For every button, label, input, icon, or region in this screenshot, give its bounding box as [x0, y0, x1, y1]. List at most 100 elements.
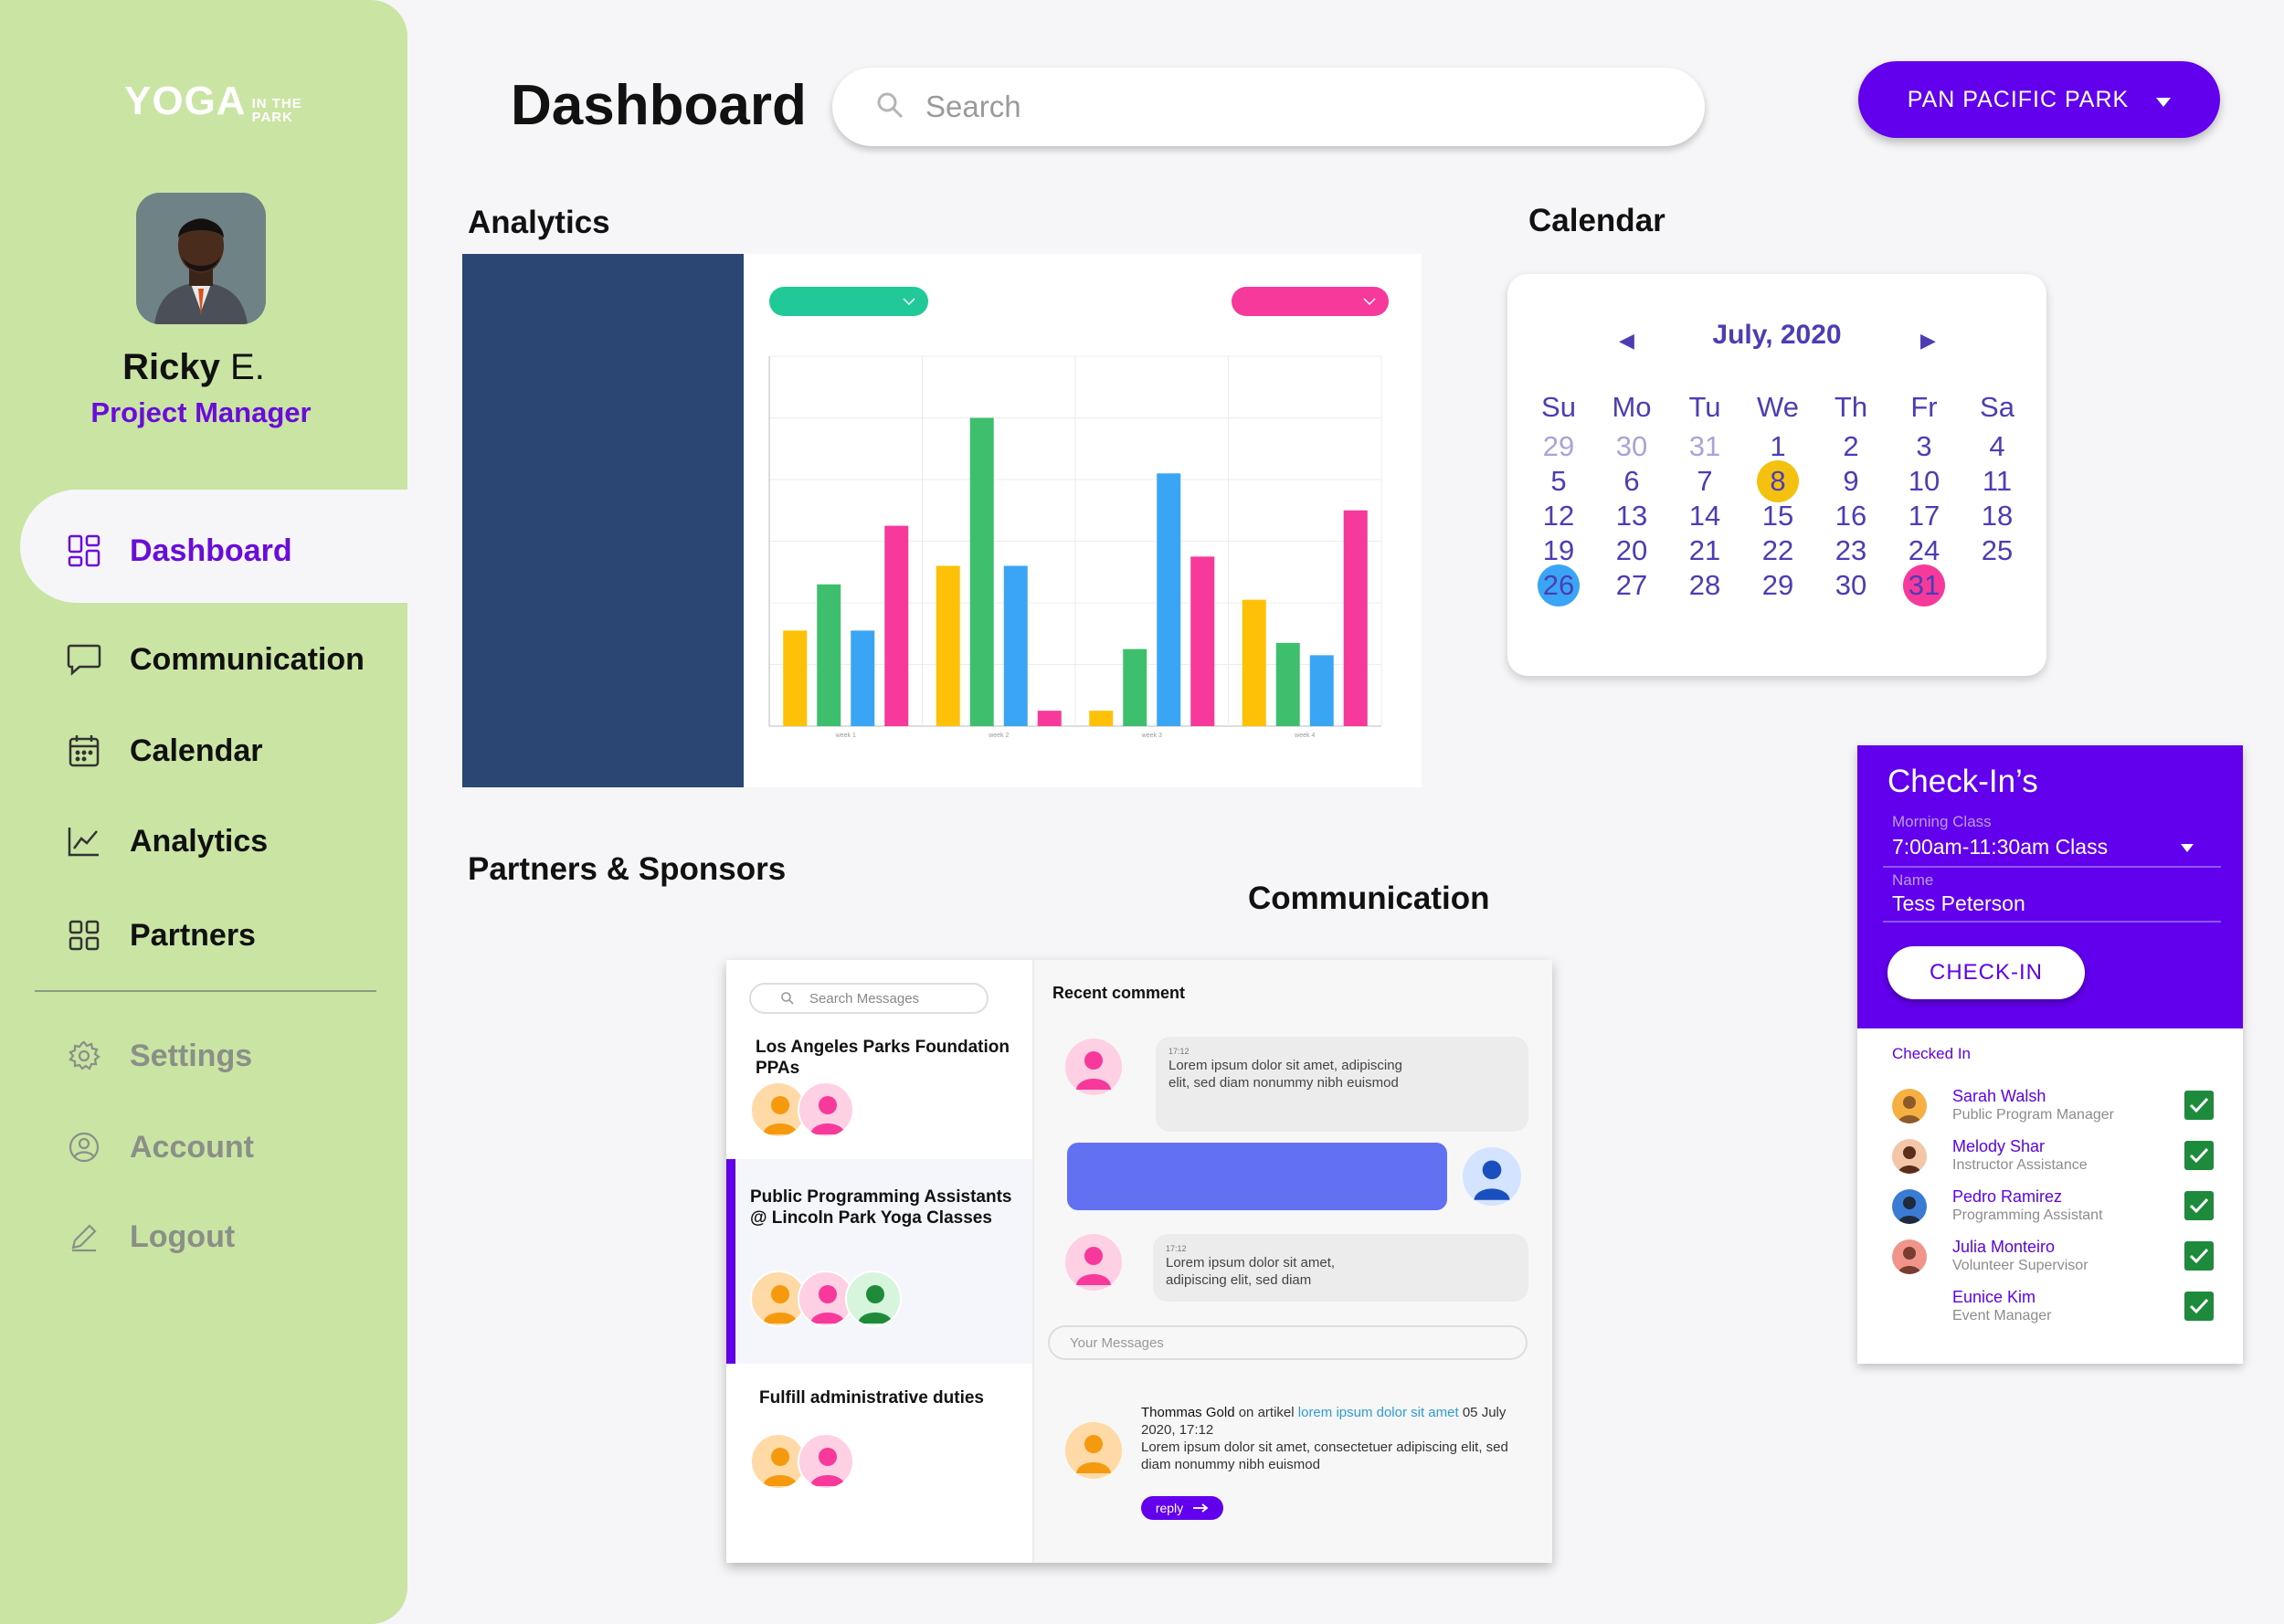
- calendar-day-number: 31: [1908, 569, 1940, 601]
- calendar-day[interactable]: 29: [1522, 430, 1595, 462]
- calendar-day[interactable]: 26: [1522, 564, 1595, 606]
- calendar-day[interactable]: 29: [1741, 569, 1814, 601]
- calendar-day[interactable]: 12: [1522, 500, 1595, 532]
- x-tick-label: week 1: [835, 733, 856, 739]
- checkin-button[interactable]: CHECK-IN: [1887, 946, 2085, 999]
- thread-item-3[interactable]: Fulfill administrative duties: [759, 1387, 984, 1408]
- calendar-day[interactable]: 4: [1961, 430, 2034, 462]
- brand-name: YOGA: [124, 79, 247, 123]
- thread-item-1[interactable]: Los Angeles Parks Foundation PPAs: [756, 1037, 1010, 1079]
- calendar-day[interactable]: 27: [1595, 569, 1668, 601]
- reply-button[interactable]: reply: [1141, 1496, 1223, 1520]
- message-pane: Recent comment 17:12 Lorem ipsum dolor s…: [1032, 960, 1552, 1563]
- chart-bar: [969, 417, 994, 726]
- calendar-day[interactable]: 9: [1814, 465, 1887, 497]
- thread-avatars: [750, 1271, 902, 1327]
- calendar-day[interactable]: 30: [1595, 430, 1668, 462]
- reply-label: reply: [1155, 1501, 1184, 1515]
- nav-item-logout[interactable]: Logout: [64, 1214, 235, 1260]
- chart-bar: [851, 630, 875, 726]
- nav-item-partners[interactable]: Partners: [64, 912, 256, 958]
- calendar-day[interactable]: 24: [1887, 534, 1961, 566]
- calendar-day[interactable]: 15: [1741, 500, 1814, 532]
- calendar-day[interactable]: 23: [1814, 534, 1887, 566]
- weekday-label: Th: [1834, 391, 1868, 423]
- calendar-day[interactable]: 7: [1668, 465, 1741, 497]
- name-field[interactable]: Tess Peterson: [1892, 891, 2025, 915]
- nav-item-communication[interactable]: Communication: [64, 637, 365, 682]
- calendar-day[interactable]: 10: [1887, 465, 1961, 497]
- message-search-input[interactable]: Search Messages: [749, 983, 989, 1014]
- calendar-day-number: 1: [1770, 430, 1786, 462]
- brand-tagline-1: IN THE: [251, 96, 302, 111]
- event-marker: [1757, 460, 1799, 502]
- user-avatar[interactable]: [136, 193, 266, 324]
- calendar-day[interactable]: 17: [1887, 500, 1961, 532]
- message-time: 17:12: [1168, 1047, 1190, 1056]
- analytics-side-panel: [462, 254, 744, 787]
- user-last-name: E.: [230, 347, 265, 387]
- calendar-day-number: 27: [1615, 569, 1648, 601]
- calendar-day[interactable]: 31: [1668, 430, 1741, 462]
- nav-label-calendar: Calendar: [130, 733, 263, 768]
- calendar-day-number: 8: [1770, 465, 1786, 497]
- calendar-day[interactable]: 16: [1814, 500, 1887, 532]
- checkbox-checked-icon[interactable]: [2184, 1241, 2214, 1271]
- avatar: [1892, 1139, 1927, 1174]
- nav-item-account[interactable]: Account: [64, 1124, 254, 1170]
- pencil-icon: [64, 1217, 104, 1257]
- calendar-day-number: 25: [1981, 534, 2014, 566]
- calendar-day[interactable]: 28: [1668, 569, 1741, 601]
- calendar-day[interactable]: 21: [1668, 534, 1741, 566]
- search-input[interactable]: Search: [832, 68, 1705, 146]
- nav-item-dashboard[interactable]: Dashboard: [64, 528, 292, 574]
- calendar-day[interactable]: 11: [1961, 465, 2034, 497]
- filter-dropdown-right[interactable]: [1232, 287, 1389, 316]
- calendar-day[interactable]: 6: [1595, 465, 1668, 497]
- nav-item-calendar[interactable]: Calendar: [64, 728, 263, 774]
- person-name: Melody Shar: [1952, 1137, 2046, 1155]
- partners-title: Partners & Sponsors: [468, 851, 787, 887]
- next-month-icon[interactable]: ▶: [1920, 329, 1936, 352]
- calendar-day[interactable]: 30: [1814, 569, 1887, 601]
- nav-item-analytics[interactable]: Analytics: [64, 818, 268, 864]
- park-select-button[interactable]: PAN PACIFIC PARK: [1858, 61, 2220, 138]
- user-circle-icon: [64, 1127, 104, 1167]
- chart-bar: [884, 525, 909, 726]
- calendar-day[interactable]: 22: [1741, 534, 1814, 566]
- caret-down-icon[interactable]: [2181, 844, 2194, 852]
- calendar-day[interactable]: 25: [1961, 534, 2034, 566]
- checkbox-checked-icon[interactable]: [2184, 1091, 2214, 1120]
- checkbox-checked-icon[interactable]: [2184, 1292, 2214, 1321]
- calendar-day[interactable]: 14: [1668, 500, 1741, 532]
- x-tick-label: week 2: [988, 733, 1009, 739]
- calendar-day[interactable]: 1: [1741, 430, 1814, 462]
- prev-month-icon[interactable]: ◀: [1619, 329, 1634, 352]
- calendar-day[interactable]: 18: [1961, 500, 2034, 532]
- chart-bar: [1190, 556, 1215, 726]
- filter-dropdown-left[interactable]: [769, 287, 928, 316]
- comment-author[interactable]: Thommas Gold: [1141, 1405, 1235, 1420]
- nav-item-settings[interactable]: Settings: [64, 1033, 252, 1079]
- checkbox-checked-icon[interactable]: [2184, 1191, 2214, 1220]
- thread-item-2[interactable]: [726, 1159, 1032, 1364]
- calendar-day[interactable]: 8: [1741, 460, 1814, 502]
- calendar-day[interactable]: 2: [1814, 430, 1887, 462]
- comment-link[interactable]: lorem ipsum dolor sit amet: [1297, 1405, 1459, 1420]
- calendar-day[interactable]: 20: [1595, 534, 1668, 566]
- calendar-day[interactable]: 19: [1522, 534, 1595, 566]
- person-name: Pedro Ramirez: [1952, 1187, 2063, 1206]
- person-role: Event Manager: [1952, 1308, 2052, 1323]
- calendar-day[interactable]: 3: [1887, 430, 1961, 462]
- calendar-day[interactable]: 5: [1522, 465, 1595, 497]
- checked-in-person: Sarah Walsh Public Program Manager: [1892, 1083, 2221, 1129]
- message-input[interactable]: Your Messages: [1048, 1325, 1528, 1360]
- calendar-day[interactable]: 31: [1887, 564, 1961, 606]
- calendar-day[interactable]: 13: [1595, 500, 1668, 532]
- calendar-day-number: 19: [1542, 534, 1575, 566]
- weekday-label: Tu: [1688, 391, 1721, 423]
- checkbox-checked-icon[interactable]: [2184, 1141, 2214, 1170]
- class-select[interactable]: 7:00am-11:30am Class: [1892, 835, 2109, 859]
- avatar: [1892, 1089, 1927, 1123]
- nav-label-communication: Communication: [130, 641, 365, 677]
